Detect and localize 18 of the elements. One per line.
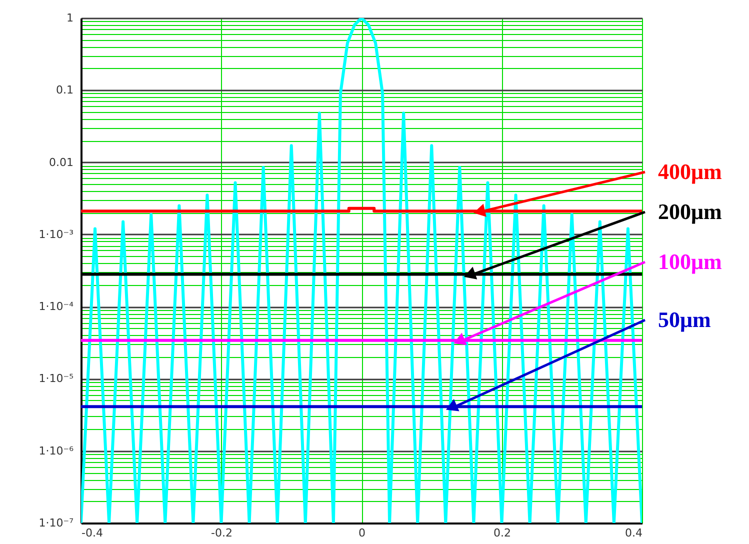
y-tick-label: 1·10⁻⁷ [38, 516, 74, 530]
y-tick-label: 1·10⁻⁴ [38, 300, 74, 314]
text: 100μm [658, 249, 722, 274]
line-series [81, 18, 642, 523]
text: 200μm [658, 199, 722, 224]
x-tick-label: -0.4 [82, 526, 103, 540]
text: 50μm [658, 307, 711, 332]
x-tick-label: 0 [358, 526, 366, 540]
y-tick-label: 1·10⁻⁶ [38, 444, 74, 458]
x-tick-label: -0.2 [211, 526, 232, 540]
y-tick-label: 0.01 [49, 156, 74, 169]
series-label: 400μm [658, 159, 722, 184]
x-tick-label: 0.4 [625, 526, 642, 540]
y-tick-label: 0.1 [56, 84, 74, 97]
y-tick-label: 1·10⁻³ [38, 228, 74, 241]
x-tick-label: 0.2 [494, 526, 511, 540]
y-tick-label: 1 [66, 12, 74, 24]
y-tick-label: 1·10⁻⁵ [38, 372, 74, 386]
